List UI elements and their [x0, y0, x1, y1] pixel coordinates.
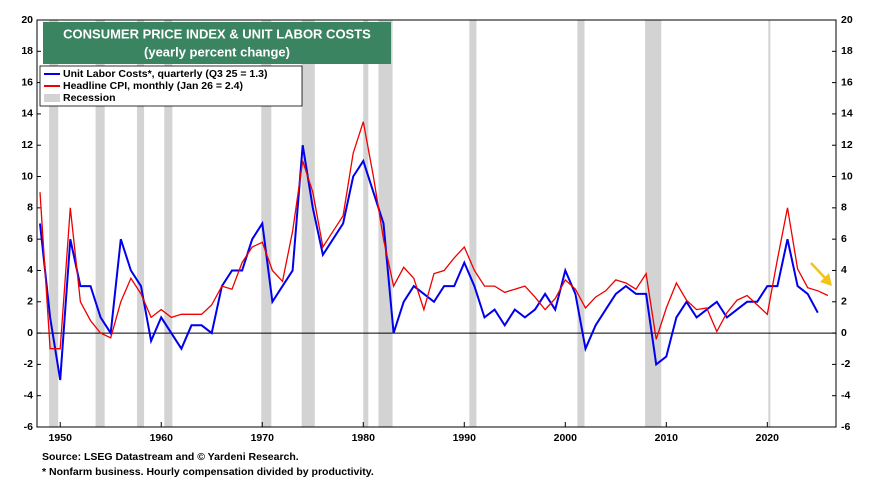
recession-band: [164, 20, 173, 427]
y-tick-label: -4: [24, 389, 33, 401]
y-tick-label: 18: [21, 45, 33, 57]
title-box: [43, 22, 391, 64]
arrow-shaft: [810, 262, 827, 280]
source: Source: LSEG Datastream and © Yardeni Re…: [42, 451, 299, 463]
y-tick-label-right: 18: [841, 45, 853, 57]
legend-label: Headline CPI, monthly (Jan 26 = 2.4): [63, 80, 243, 92]
recession-band: [378, 20, 393, 427]
legend-box: [39, 65, 303, 107]
y-tick-label: 4: [27, 264, 33, 276]
y-tick-label-right: 0: [841, 327, 847, 339]
x-tick-label: 2020: [756, 432, 780, 444]
y-tick-label: 10: [21, 170, 33, 182]
y-tick-label: 6: [27, 233, 33, 245]
y-tick-label-right: 20: [841, 14, 853, 26]
y-tick-label: -6: [24, 421, 33, 433]
recession-band: [469, 20, 477, 427]
y-tick-label-right: 10: [841, 170, 853, 182]
y-tick-label: 20: [21, 14, 33, 26]
recession-band: [768, 20, 771, 427]
recession-band: [577, 20, 585, 427]
y-tick-label-right: 6: [841, 233, 847, 245]
y-tick-label-right: -2: [841, 358, 850, 370]
y-tick-label: 14: [21, 108, 33, 120]
y-tick-label-right: 16: [841, 76, 853, 88]
recession-band: [301, 20, 315, 427]
recession-band: [363, 20, 369, 427]
chart-subtitle: (yearly percent change): [144, 44, 290, 59]
series-line: [39, 145, 819, 381]
y-tick-label: 0: [27, 327, 33, 339]
x-tick-label: 2010: [655, 432, 679, 444]
chart-title: CONSUMER PRICE INDEX & UNIT LABOR COSTS: [63, 26, 371, 41]
x-tick-label: 1980: [352, 432, 376, 444]
legend-label: Recession: [63, 92, 116, 104]
plot-frame: [36, 19, 837, 428]
y-tick-label: 16: [21, 76, 33, 88]
x-tick-label: 2000: [554, 432, 578, 444]
y-tick-label-right: 8: [841, 202, 847, 214]
recession-band: [645, 20, 662, 427]
y-tick-label-right: 14: [841, 108, 853, 120]
y-tick-label: 12: [21, 139, 33, 151]
footnote: * Nonfarm business. Hourly compensation …: [42, 466, 374, 478]
recession-band: [137, 20, 145, 427]
recession-band: [49, 20, 59, 427]
y-tick-label-right: 2: [841, 296, 847, 308]
arrow-head: [820, 273, 832, 286]
y-tick-label-right: -4: [841, 389, 850, 401]
recession-band: [261, 20, 272, 427]
y-tick-label: 2: [27, 296, 33, 308]
recession-band: [95, 20, 105, 427]
legend-label: Unit Labor Costs*, quarterly (Q3 25 = 1.…: [63, 68, 268, 80]
legend-swatch: [44, 94, 60, 102]
series-line: [39, 121, 829, 350]
x-tick-label: 1960: [150, 432, 174, 444]
x-tick-label: 1970: [251, 432, 275, 444]
y-tick-label: 8: [27, 202, 33, 214]
y-tick-label-right: -6: [841, 421, 850, 433]
y-tick-label: -2: [24, 358, 33, 370]
x-tick-label: 1950: [49, 432, 73, 444]
y-tick-label-right: 12: [841, 139, 853, 151]
y-tick-label-right: 4: [841, 264, 847, 276]
x-tick-label: 1990: [453, 432, 477, 444]
